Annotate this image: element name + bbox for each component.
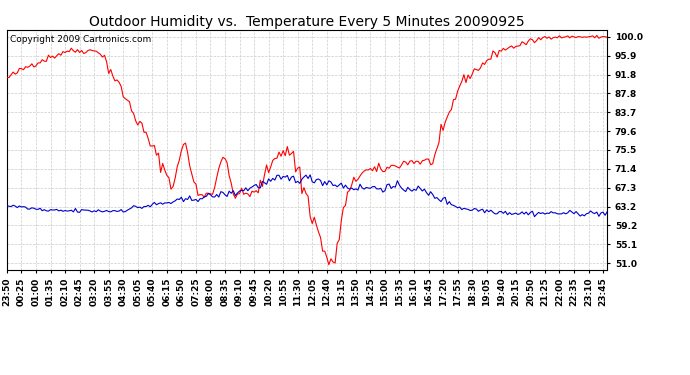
Text: Copyright 2009 Cartronics.com: Copyright 2009 Cartronics.com — [10, 35, 151, 44]
Title: Outdoor Humidity vs.  Temperature Every 5 Minutes 20090925: Outdoor Humidity vs. Temperature Every 5… — [89, 15, 525, 29]
